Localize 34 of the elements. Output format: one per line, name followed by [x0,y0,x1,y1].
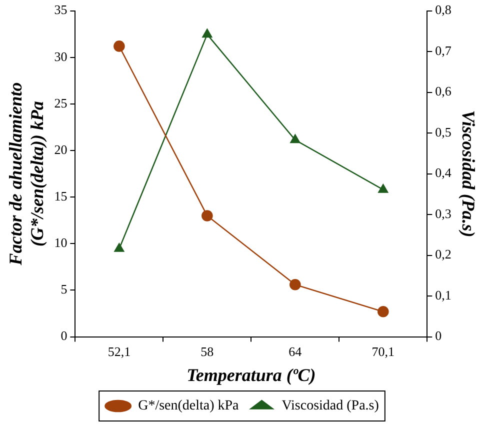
y2-tick-label: 0,1 [435,287,452,302]
legend-label: G*/sen(delta) kPa [138,398,240,414]
point [202,210,213,222]
x-tick-label: 58 [200,344,214,360]
y-tick-label: 20 [54,142,68,157]
y2-tick-label: 0,4 [435,165,452,180]
point [114,40,125,52]
y-tick-label: 25 [54,95,68,110]
y2-tick-label: 0 [435,328,442,344]
legend-label: Viscosidad (Pa.s) [282,398,380,414]
y2-tick-label: 0,5 [435,124,452,140]
point [378,184,388,193]
y-tick-label: 15 [54,188,68,204]
y-axis-title: Factor de ahuellamiento (G*/sen(delta)) kPa [5,82,48,266]
point [378,306,389,318]
x-axis-title: Temperatura (ºC) [186,364,316,385]
x-tick-label: 52,1 [108,344,131,360]
y2-tick-label: 0,7 [435,42,452,58]
point [290,134,300,144]
y-tick-label: 5 [60,282,68,297]
y-tick-label: 30 [54,48,68,64]
point [290,278,301,290]
y2-tick-label: 0,6 [435,84,452,99]
point [114,243,124,252]
x-tick-label: 64 [288,344,302,360]
y2-axis-title: Viscosidad (Pa.s) [458,110,479,238]
y2-tick-label: 0,8 [435,2,452,18]
y2-tick-label: 0,2 [435,246,452,262]
y-tick-label: 0 [60,328,68,344]
point [202,28,212,38]
x-tick-label: 70,1 [372,344,395,360]
y-tick-label: 35 [54,2,68,18]
y-tick-label: 10 [54,235,68,250]
y2-tick-label: 0,3 [435,206,452,221]
